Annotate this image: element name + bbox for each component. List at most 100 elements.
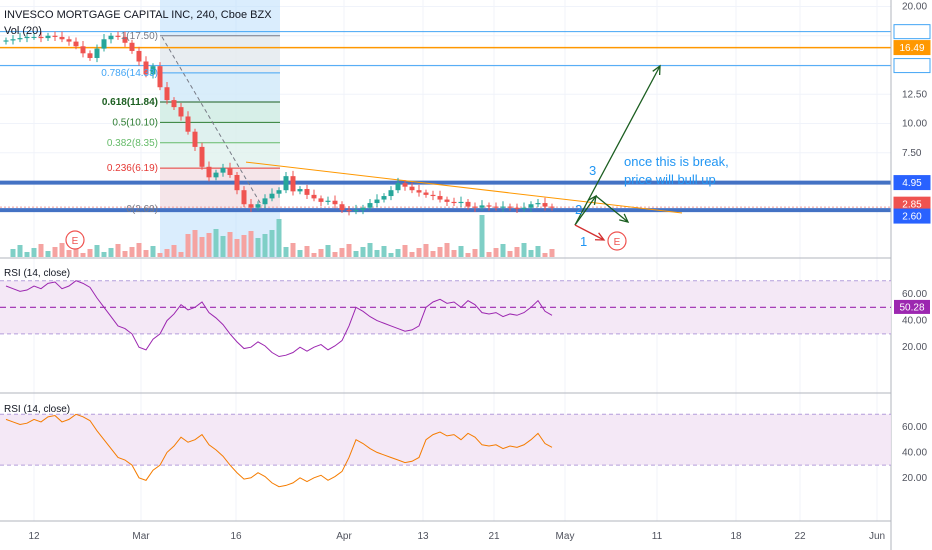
price-label: 17.85 [893,24,931,40]
volume-bar [549,249,555,257]
volume-bar [346,244,352,257]
candle-body [549,206,555,208]
candle-body [66,39,72,42]
candle-body [276,190,282,194]
volume-label: Vol (20) [4,25,42,37]
candle-body [171,100,177,108]
rsi-2-axis[interactable]: 60.00 40.00 20.00 [902,422,927,484]
candlesticks [3,31,555,216]
arrow-down-red-head [594,232,606,241]
price-tick-label: 7.50 [902,148,922,159]
volume-bar [500,244,506,257]
chart-title: INVESCO MORTGAGE CAPITAL INC, 240, Cboe … [4,9,272,21]
price-label-text: 14.95 [899,61,924,72]
volume-bar [458,246,464,257]
volume-bar [472,249,478,257]
volume-bar [528,250,534,257]
candle-body [108,35,114,40]
price-label-text: 2.85 [902,200,922,211]
earnings-marker-1[interactable]: E [65,230,85,250]
earnings-marker-2[interactable]: E [607,231,627,251]
volume-bar [507,251,513,257]
volume-bar [164,249,170,257]
rsi-tick-label: 60.00 [902,422,927,433]
candle-body [227,167,233,175]
fib-level-label: 0.5(10.10) [112,117,158,128]
candle-body [52,35,58,37]
arrow-down-short-head [619,213,630,223]
volume-bar [52,247,58,257]
price-label: 2.60 [893,208,931,224]
volume-bar [192,230,198,257]
projection-arrows[interactable] [574,64,661,241]
price-label-box [893,40,931,56]
time-axis[interactable]: 12 Mar 16 Apr 13 21 May 11 18 22 Jun [28,531,885,542]
arrow-up-long-head [652,64,661,76]
price-label-box [893,58,931,74]
arrow-up-short[interactable] [574,195,597,226]
candle-body [164,87,170,101]
earnings-label: E [614,237,621,248]
candle-body [206,166,212,178]
rsi-1-title: RSI (14, close) [4,268,70,279]
volume-bar [325,245,331,257]
candle-body [297,189,303,192]
arrow-up-long[interactable] [574,65,661,226]
volume-bar [31,248,37,257]
candle-body [542,203,548,207]
volume-bar [220,236,226,257]
candle-body [129,42,135,51]
rsi-1-axis[interactable]: 60.00 40.00 20.00 50.28 [894,289,930,353]
candle-body [283,176,289,191]
trendlines[interactable] [161,36,683,214]
time-tick-label: 16 [230,531,242,542]
rsi-line[interactable] [5,280,553,358]
candle-body [3,40,9,42]
fib-level-label: 0.382(8.35) [107,138,158,149]
time-tick-label: 12 [28,531,40,542]
volume-bar [206,233,212,257]
time-tick-label: Apr [336,531,352,542]
volume-bar [395,249,401,257]
fib-diagonal-line[interactable] [161,36,263,207]
candle-body [73,41,79,47]
volume-bar [199,237,205,257]
rsi-line[interactable] [5,413,553,488]
volume-bar [262,234,268,257]
candle-body [374,199,380,204]
candle-body [472,206,478,208]
volume-bar [87,249,93,257]
candle-body [486,205,492,207]
descending-trendline[interactable] [245,161,683,214]
price-labels: 17.85 16.49 14.95 4.95 2.852.60 [893,24,931,224]
volume-bar [108,248,114,257]
volume-bar [143,250,149,257]
candle-body [304,189,310,195]
annotation-line-1: once this is break, [624,154,729,169]
rsi-tick-label: 40.00 [902,447,927,458]
candle-body [157,66,163,88]
volume-bar [339,248,345,257]
volume-bar [542,253,548,257]
volume-bar [521,243,527,257]
volume-bar [465,253,471,257]
fib-zone [160,168,280,210]
volume-bar [38,244,44,257]
arrow-down-short[interactable] [595,195,629,223]
candle-body [199,146,205,167]
volume-bar [45,251,51,257]
candle-body [311,194,317,199]
volume-bar [66,250,72,257]
volume-bar [136,243,142,257]
fib-level-label: 0.618(11.84) [102,97,158,108]
volume-bar [94,245,100,257]
candle-body [325,200,331,202]
price-label-text: 16.49 [899,43,924,54]
fib-zone [160,72,280,102]
candle-body [409,186,415,191]
arrow-down-red[interactable] [574,224,605,241]
volume-bar [171,245,177,257]
candle-body [220,167,226,173]
candle-body [10,39,16,41]
